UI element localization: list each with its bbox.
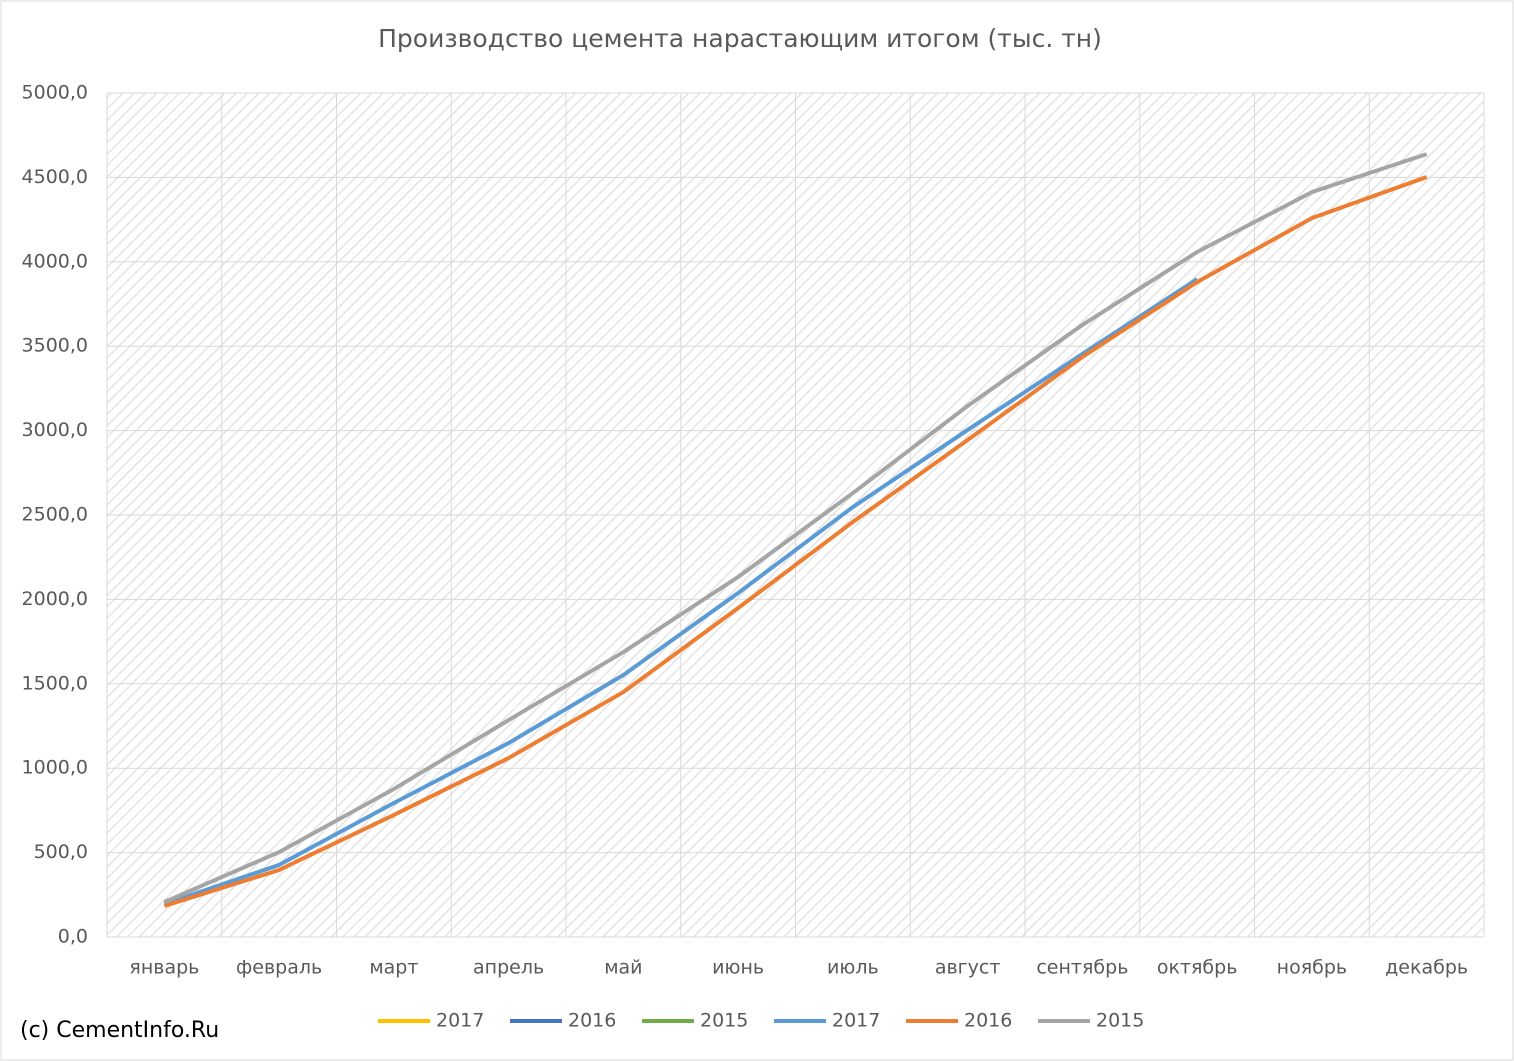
x-tick-label: август bbox=[935, 957, 1001, 979]
legend-label: 2016 bbox=[568, 1010, 616, 1032]
legend-label: 2015 bbox=[1096, 1010, 1144, 1032]
series-line bbox=[163, 152, 1428, 904]
x-tick-label: октябрь bbox=[1157, 957, 1238, 979]
y-tick-label: 500,0 bbox=[34, 841, 88, 863]
source-note: (c) CementInfo.Ru bbox=[20, 1018, 219, 1043]
legend-label: 2017 bbox=[832, 1010, 880, 1032]
chart-title: Производство цемента нарастающим итогом … bbox=[378, 24, 1102, 53]
y-tick-label: 2500,0 bbox=[22, 504, 88, 526]
x-tick-label: сентябрь bbox=[1036, 957, 1128, 979]
y-tick-label: 4500,0 bbox=[22, 166, 88, 188]
y-tick-label: 1500,0 bbox=[22, 672, 88, 694]
y-tick-label: 3500,0 bbox=[22, 335, 88, 357]
y-tick-label: 1000,0 bbox=[22, 757, 88, 779]
x-tick-label: май bbox=[604, 957, 642, 979]
legend-label: 2016 bbox=[964, 1010, 1012, 1032]
y-tick-label: 2000,0 bbox=[22, 588, 88, 610]
y-tick-label: 5000,0 bbox=[22, 82, 88, 104]
x-tick-label: ноябрь bbox=[1277, 957, 1347, 979]
series-line bbox=[163, 277, 1199, 906]
x-tick-label: апрель bbox=[473, 957, 544, 979]
y-tick-label: 4000,0 bbox=[22, 250, 88, 272]
x-tick-label: февраль bbox=[236, 957, 322, 979]
y-tick-label: 3000,0 bbox=[22, 419, 88, 441]
legend-label: 2015 bbox=[700, 1010, 748, 1032]
x-tick-label: январь bbox=[129, 957, 199, 979]
x-tick-label: декабрь bbox=[1385, 957, 1468, 979]
y-tick-label: 0,0 bbox=[58, 926, 88, 948]
legend-label: 2017 bbox=[436, 1010, 484, 1032]
x-tick-label: июль bbox=[827, 957, 879, 979]
x-tick-label: июнь bbox=[712, 957, 764, 979]
x-tick-label: март bbox=[369, 957, 418, 979]
series-line bbox=[163, 175, 1428, 908]
